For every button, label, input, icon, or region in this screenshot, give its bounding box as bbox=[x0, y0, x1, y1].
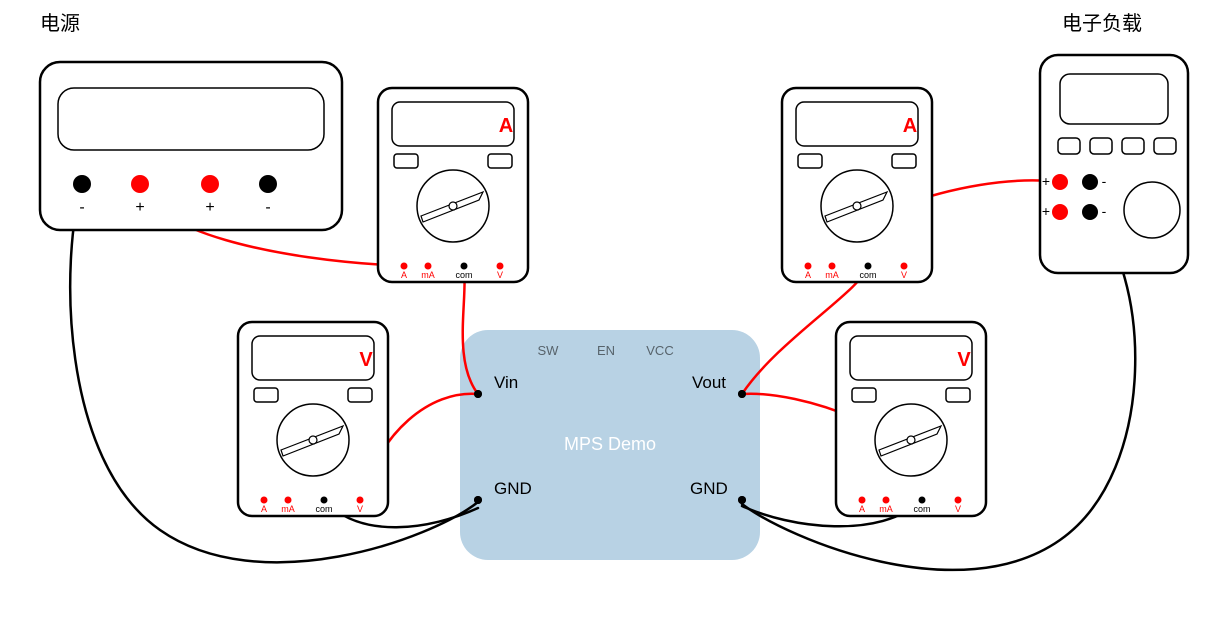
meter-port-mA bbox=[829, 263, 836, 270]
meter-port-V bbox=[901, 263, 908, 270]
load-button bbox=[1122, 138, 1144, 154]
svg-text:com: com bbox=[455, 270, 472, 280]
psu-terminal-neg2 bbox=[259, 175, 277, 193]
svg-text:mA: mA bbox=[281, 504, 295, 514]
psu-terminal-pos2 bbox=[201, 175, 219, 193]
psu-terminal-neg1 bbox=[73, 175, 91, 193]
meter-mode-letter: V bbox=[957, 349, 971, 371]
svg-text:mA: mA bbox=[825, 270, 839, 280]
meter-port-com bbox=[321, 497, 328, 504]
board-top-label: VCC bbox=[646, 343, 673, 358]
load-terminal-neg_bot bbox=[1082, 204, 1098, 220]
load-button bbox=[1090, 138, 1112, 154]
load-terminal-pos_bot bbox=[1052, 204, 1068, 220]
meter-port-A bbox=[859, 497, 866, 504]
svg-text:com: com bbox=[315, 504, 332, 514]
svg-text:A: A bbox=[859, 504, 865, 514]
svg-text:+: + bbox=[1042, 203, 1050, 219]
meter-port-com bbox=[461, 263, 468, 270]
board-top-label: SW bbox=[538, 343, 560, 358]
svg-text:A: A bbox=[401, 270, 407, 280]
meter-port-com bbox=[919, 497, 926, 504]
meter-mode-letter: V bbox=[359, 349, 373, 371]
load-terminal-neg_top bbox=[1082, 174, 1098, 190]
svg-text:mA: mA bbox=[879, 504, 893, 514]
svg-text:-: - bbox=[1102, 203, 1107, 219]
board-pin-label-vout: Vout bbox=[692, 373, 726, 392]
load-terminal-pos_top bbox=[1052, 174, 1068, 190]
meter-port-com bbox=[865, 263, 872, 270]
board-top-label: EN bbox=[597, 343, 615, 358]
psu-terminal-sign: - bbox=[265, 199, 270, 216]
board-pin-label-gnd_r: GND bbox=[690, 479, 728, 498]
meter-port-V bbox=[955, 497, 962, 504]
psu-terminal-pos1 bbox=[131, 175, 149, 193]
meter-port-V bbox=[357, 497, 364, 504]
load-button bbox=[1154, 138, 1176, 154]
label-electronic-load: 电子负载 bbox=[1062, 12, 1142, 35]
svg-text:A: A bbox=[261, 504, 267, 514]
meter-mode-letter: A bbox=[903, 115, 917, 137]
label-power-supply: 电源 bbox=[40, 12, 80, 35]
svg-text:+: + bbox=[1042, 173, 1050, 189]
svg-text:V: V bbox=[357, 504, 363, 514]
svg-text:V: V bbox=[901, 270, 907, 280]
svg-text:-: - bbox=[1102, 173, 1107, 189]
meter-port-mA bbox=[285, 497, 292, 504]
board-title: MPS Demo bbox=[564, 434, 656, 454]
board-pin-label-gnd_l: GND bbox=[494, 479, 532, 498]
load-button bbox=[1058, 138, 1080, 154]
svg-text:A: A bbox=[805, 270, 811, 280]
svg-text:com: com bbox=[913, 504, 930, 514]
board-pin-label-vin: Vin bbox=[494, 373, 518, 392]
svg-text:mA: mA bbox=[421, 270, 435, 280]
meter-port-A bbox=[401, 263, 408, 270]
meter-port-mA bbox=[883, 497, 890, 504]
psu-terminal-sign: + bbox=[135, 199, 144, 216]
meter-port-A bbox=[261, 497, 268, 504]
psu-terminal-sign: + bbox=[205, 199, 214, 216]
meter-port-V bbox=[497, 263, 504, 270]
meter-mode-letter: A bbox=[499, 115, 513, 137]
svg-text:V: V bbox=[497, 270, 503, 280]
meter-port-A bbox=[805, 263, 812, 270]
svg-text:V: V bbox=[955, 504, 961, 514]
svg-text:com: com bbox=[859, 270, 876, 280]
meter-port-mA bbox=[425, 263, 432, 270]
psu-terminal-sign: - bbox=[79, 199, 84, 216]
load-dial bbox=[1124, 182, 1180, 238]
